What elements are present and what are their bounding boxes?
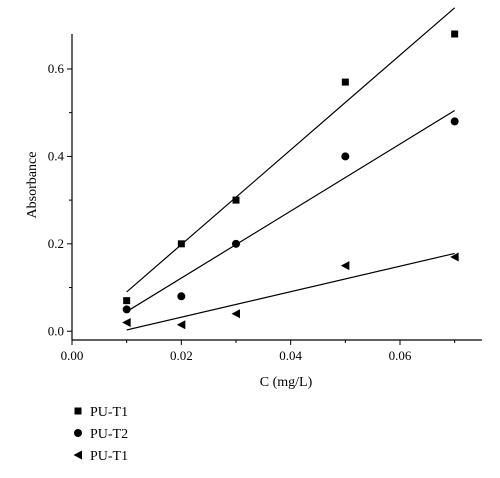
- legend-label: PU-T1: [90, 449, 128, 464]
- data-point-square: [451, 30, 459, 38]
- data-point-circle: [232, 239, 240, 248]
- plot-axes: [67, 34, 482, 345]
- data-point-circle: [341, 152, 350, 161]
- x-tick-label: 0.00: [61, 348, 84, 363]
- data-point-circle: [450, 117, 459, 126]
- fit-line-3: [126, 252, 455, 331]
- data-point-circle: [177, 292, 186, 301]
- y-tick-label: 0.4: [48, 148, 65, 163]
- legend-marker-triangle-left: [73, 450, 82, 460]
- legend-label: PU-T1: [90, 405, 128, 420]
- fit-line-2: [126, 109, 455, 313]
- data-points: [122, 30, 459, 330]
- tick-labels: 0.00 0.02 0.04 0.06 0.0 0.2 0.4 0.6: [48, 61, 412, 363]
- legend: PU-T1 PU-T2 PU-T1: [73, 405, 128, 464]
- x-axis-title: C (mg/L): [260, 375, 313, 390]
- data-point-triangle-left: [231, 309, 240, 319]
- x-tick-label: 0.04: [279, 348, 302, 363]
- y-tick-label: 0.6: [48, 61, 65, 76]
- data-point-triangle-left: [122, 318, 131, 328]
- legend-marker-circle: [74, 429, 82, 437]
- y-tick-label: 0.2: [48, 236, 64, 251]
- y-axis-title: Absorbance: [25, 152, 40, 219]
- data-point-square: [232, 196, 240, 204]
- data-point-triangle-left: [176, 320, 186, 330]
- data-point-triangle-left: [340, 261, 350, 271]
- legend-label: PU-T2: [90, 427, 128, 442]
- fit-lines: [126, 7, 456, 331]
- fit-line-1: [126, 7, 456, 293]
- x-tick-label: 0.06: [389, 348, 412, 363]
- y-tick-label: 0.0: [48, 323, 64, 338]
- data-point-triangle-left: [450, 252, 459, 262]
- data-point-square: [341, 78, 349, 86]
- x-tick-label: 0.02: [170, 348, 193, 363]
- data-point-square: [123, 297, 131, 305]
- legend-marker-square: [74, 407, 82, 415]
- data-point-circle: [122, 305, 131, 314]
- data-point-square: [177, 240, 185, 248]
